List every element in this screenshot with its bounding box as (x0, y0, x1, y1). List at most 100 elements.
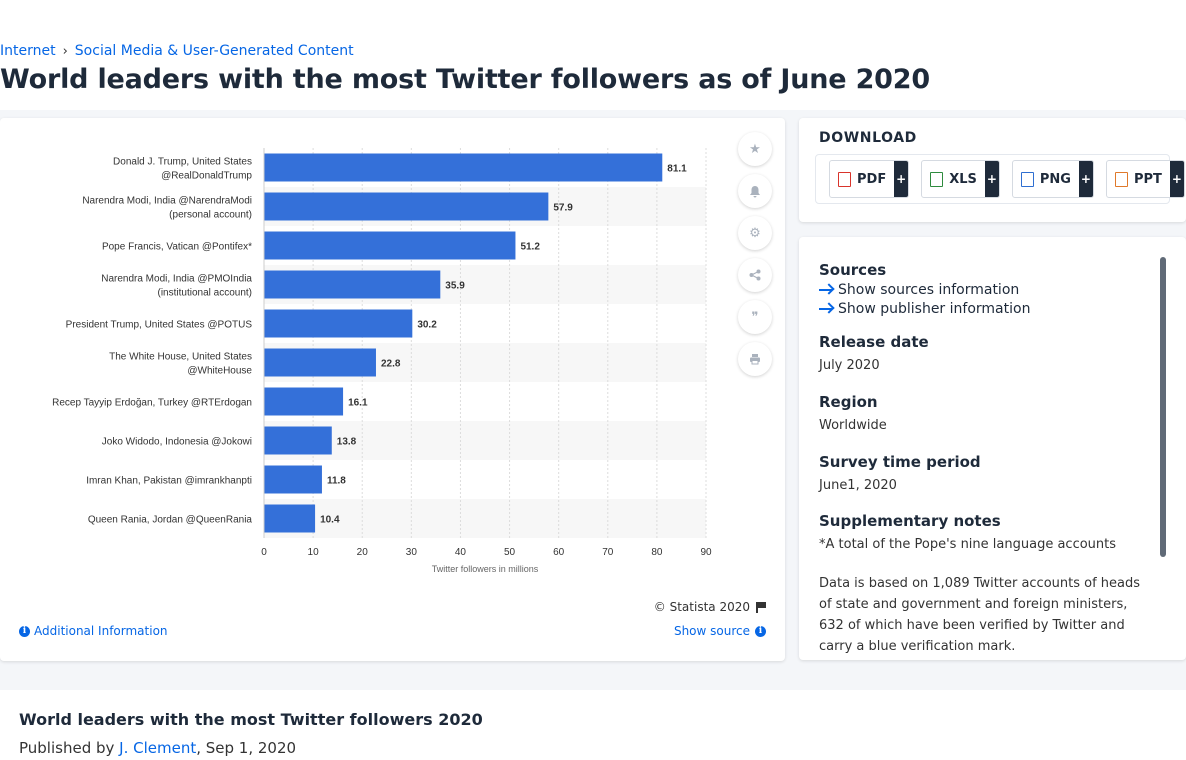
png-file-icon (1020, 171, 1034, 187)
star-icon[interactable]: ★ (738, 132, 772, 166)
breadcrumb-social-media[interactable]: Social Media & User-Generated Content (74, 43, 354, 59)
x-tick-label: 10 (308, 547, 320, 558)
category-label: Pope Francis, Vatican @Pontifex* (102, 242, 252, 253)
bar (264, 270, 441, 299)
page-title: World leaders with the most Twitter foll… (0, 64, 930, 95)
copyright: © Statista 2020 (654, 600, 766, 614)
download-card: DOWNLOAD PDF + XLS + PNG + PPT + (799, 118, 1186, 222)
chart-tools: ★ ⚙ ❞ (738, 132, 772, 384)
bar (264, 504, 316, 533)
x-tick-label: 40 (455, 547, 467, 558)
data-label: 11.8 (327, 476, 346, 487)
breadcrumb-separator: › (62, 43, 68, 59)
download-xls-button[interactable]: XLS + (921, 160, 1000, 198)
breadcrumb-internet[interactable]: Internet (0, 43, 56, 59)
scrollbar[interactable] (1160, 257, 1166, 557)
show-publisher-label: Show publisher information (838, 301, 1031, 317)
bar (264, 153, 663, 182)
x-tick-label: 0 (261, 547, 267, 558)
data-label: 13.8 (337, 437, 357, 448)
x-tick-label: 30 (406, 547, 418, 558)
published-by: Published by J. Clement, Sep 1, 2020 (19, 739, 296, 757)
x-tick-label: 50 (504, 547, 516, 558)
bar (264, 231, 516, 260)
data-label: 57.9 (553, 203, 573, 214)
x-tick-label: 90 (700, 547, 712, 558)
data-label: 30.2 (417, 320, 437, 331)
plus-icon: + (894, 161, 909, 197)
plus-icon: + (1078, 161, 1093, 197)
gear-icon[interactable]: ⚙ (738, 216, 772, 250)
data-label: 81.1 (667, 164, 687, 175)
xls-file-icon (930, 171, 944, 187)
show-sources-label: Show sources information (838, 282, 1020, 298)
bar (264, 426, 332, 455)
row-band (264, 499, 706, 538)
print-icon[interactable] (738, 342, 772, 376)
bar (264, 387, 344, 416)
author-link[interactable]: J. Clement (119, 739, 197, 757)
ppt-file-icon (1114, 171, 1128, 187)
row-band (264, 421, 706, 460)
supplementary-note-2: Data is based on 1,089 Twitter accounts … (819, 576, 1141, 654)
show-publisher-link[interactable]: Show publisher information (819, 301, 1149, 317)
category-label: Narendra Modi, India @PMOIndia (101, 274, 252, 285)
quote-icon[interactable]: ❞ (738, 300, 772, 334)
info-card: Sources Show sources information Show pu… (799, 237, 1186, 660)
header-background (0, 0, 1186, 110)
download-png-button[interactable]: PNG + (1011, 160, 1094, 198)
category-label: (personal account) (169, 210, 252, 221)
breadcrumb: Internet › Social Media & User-Generated… (0, 43, 354, 59)
download-buttons: PDF + XLS + PNG + PPT + (815, 154, 1185, 204)
x-tick-label: 70 (602, 547, 614, 558)
show-sources-link[interactable]: Show sources information (819, 282, 1149, 298)
x-axis-title: Twitter followers in millions (432, 564, 539, 574)
category-label: @WhiteHouse (187, 366, 252, 377)
flag-icon[interactable] (756, 601, 766, 613)
x-tick-label: 20 (357, 547, 369, 558)
category-label: (institutional account) (158, 288, 253, 299)
region-value: Worldwide (819, 417, 887, 433)
download-ppt-button[interactable]: PPT + (1105, 160, 1185, 198)
info-icon: i (755, 625, 766, 637)
region-heading: Region (819, 392, 878, 411)
x-tick-label: 80 (651, 547, 663, 558)
bell-icon[interactable] (738, 174, 772, 208)
supplementary-note-1: *A total of the Pope's nine language acc… (819, 537, 1117, 553)
plus-icon: + (1169, 161, 1184, 197)
sources-heading: Sources (819, 261, 887, 279)
category-label: Narendra Modi, India @NarendraModi (82, 196, 252, 207)
supplementary-notes-heading: Supplementary notes (819, 512, 1001, 531)
data-label: 16.1 (348, 398, 368, 409)
category-label: Recep Tayyip Erdoğan, Turkey @RTErdogan (52, 398, 252, 409)
show-source-label: Show source (673, 624, 750, 638)
publish-date: , Sep 1, 2020 (196, 739, 297, 757)
download-xls-label: XLS (949, 171, 977, 187)
pdf-file-icon (838, 171, 851, 187)
chart-card: 81.1 Donald J. Trump, United States @RealD… (0, 118, 785, 661)
bar (264, 465, 322, 494)
bar (264, 348, 376, 377)
arrow-right-icon (819, 289, 832, 291)
statistic-title: World leaders with the most Twitter foll… (19, 710, 483, 729)
x-tick-label: 60 (553, 547, 565, 558)
download-pdf-button[interactable]: PDF + (829, 160, 910, 198)
download-ppt-label: PPT (1133, 171, 1162, 187)
show-source-link[interactable]: Show source i (674, 624, 766, 638)
info-content: Sources Show sources information Show pu… (819, 261, 1149, 657)
data-label: 35.9 (445, 281, 465, 292)
arrow-right-icon (819, 308, 832, 310)
survey-period-heading: Survey time period (819, 452, 981, 471)
category-label: The White House, United States (109, 352, 252, 363)
category-label: Donald J. Trump, United States (113, 157, 252, 168)
bar-chart: 81.1 Donald J. Trump, United States @RealD… (52, 148, 712, 574)
release-date-heading: Release date (819, 333, 929, 351)
additional-information-link[interactable]: i Additional Information (19, 624, 168, 638)
release-date-value: July 2020 (819, 358, 880, 373)
category-label: Imran Khan, Pakistan @imrankhanpti (86, 476, 252, 487)
data-label: 51.2 (520, 242, 540, 253)
additional-information-label: Additional Information (34, 624, 168, 638)
category-label: Joko Widodo, Indonesia @Jokowi (102, 437, 252, 448)
data-label: 22.8 (381, 359, 401, 370)
share-icon[interactable] (738, 258, 772, 292)
